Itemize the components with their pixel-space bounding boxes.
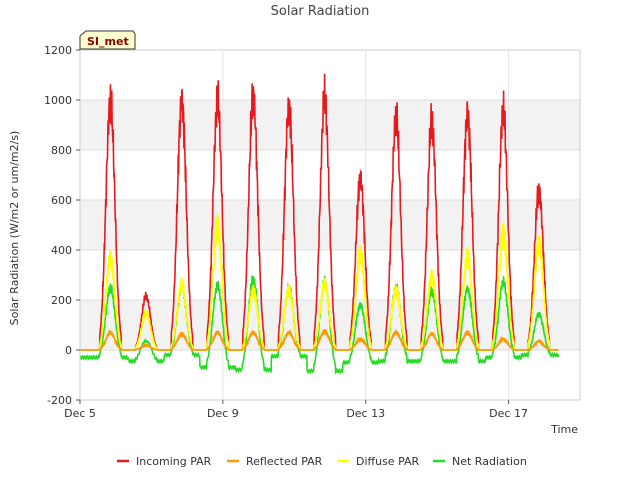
y-tick-label: 0 — [65, 344, 72, 357]
x-tick-label: Dec 9 — [207, 407, 239, 420]
y-tick-label: 1200 — [44, 44, 72, 57]
legend-label-incoming: Incoming PAR — [136, 455, 212, 468]
x-tick-label: Dec 17 — [489, 407, 528, 420]
series-line-reflected — [80, 328, 559, 351]
legend-label-diffuse: Diffuse PAR — [356, 455, 420, 468]
legend-label-reflected: Reflected PAR — [246, 455, 323, 468]
legend-label-net: Net Radiation — [452, 455, 527, 468]
x-axis-ticks: Dec 5 Dec 9 Dec 13 Dec 17 — [64, 400, 528, 420]
y-tick-label: -200 — [47, 394, 72, 407]
y-tick-label: 1000 — [44, 94, 72, 107]
x-axis-label: Time — [550, 423, 578, 436]
legend: Incoming PAR Reflected PAR Diffuse PAR Net … — [117, 455, 527, 468]
site-badge: SI_met — [79, 30, 136, 50]
y-tick-label: 200 — [51, 294, 72, 307]
x-tick-label: Dec 13 — [346, 407, 385, 420]
plot-border — [79, 49, 581, 401]
site-badge-text: SI_met — [87, 35, 129, 48]
y-axis-label: Solar Radiation (W/m2 or um/m2/s) — [8, 131, 21, 326]
plot-band — [80, 100, 580, 150]
site-badge-box — [79, 30, 136, 50]
y-tick-label: 400 — [51, 244, 72, 257]
y-axis-ticks: -200 0 200 400 600 800 1000 1200 — [44, 44, 80, 407]
chart-title: Solar Radiation — [271, 4, 370, 19]
x-tick-label: Dec 5 — [64, 407, 96, 420]
y-tick-label: 800 — [51, 144, 72, 157]
series-layer — [79, 73, 560, 375]
y-tick-label: 600 — [51, 194, 72, 207]
plot-frame — [79, 49, 581, 401]
